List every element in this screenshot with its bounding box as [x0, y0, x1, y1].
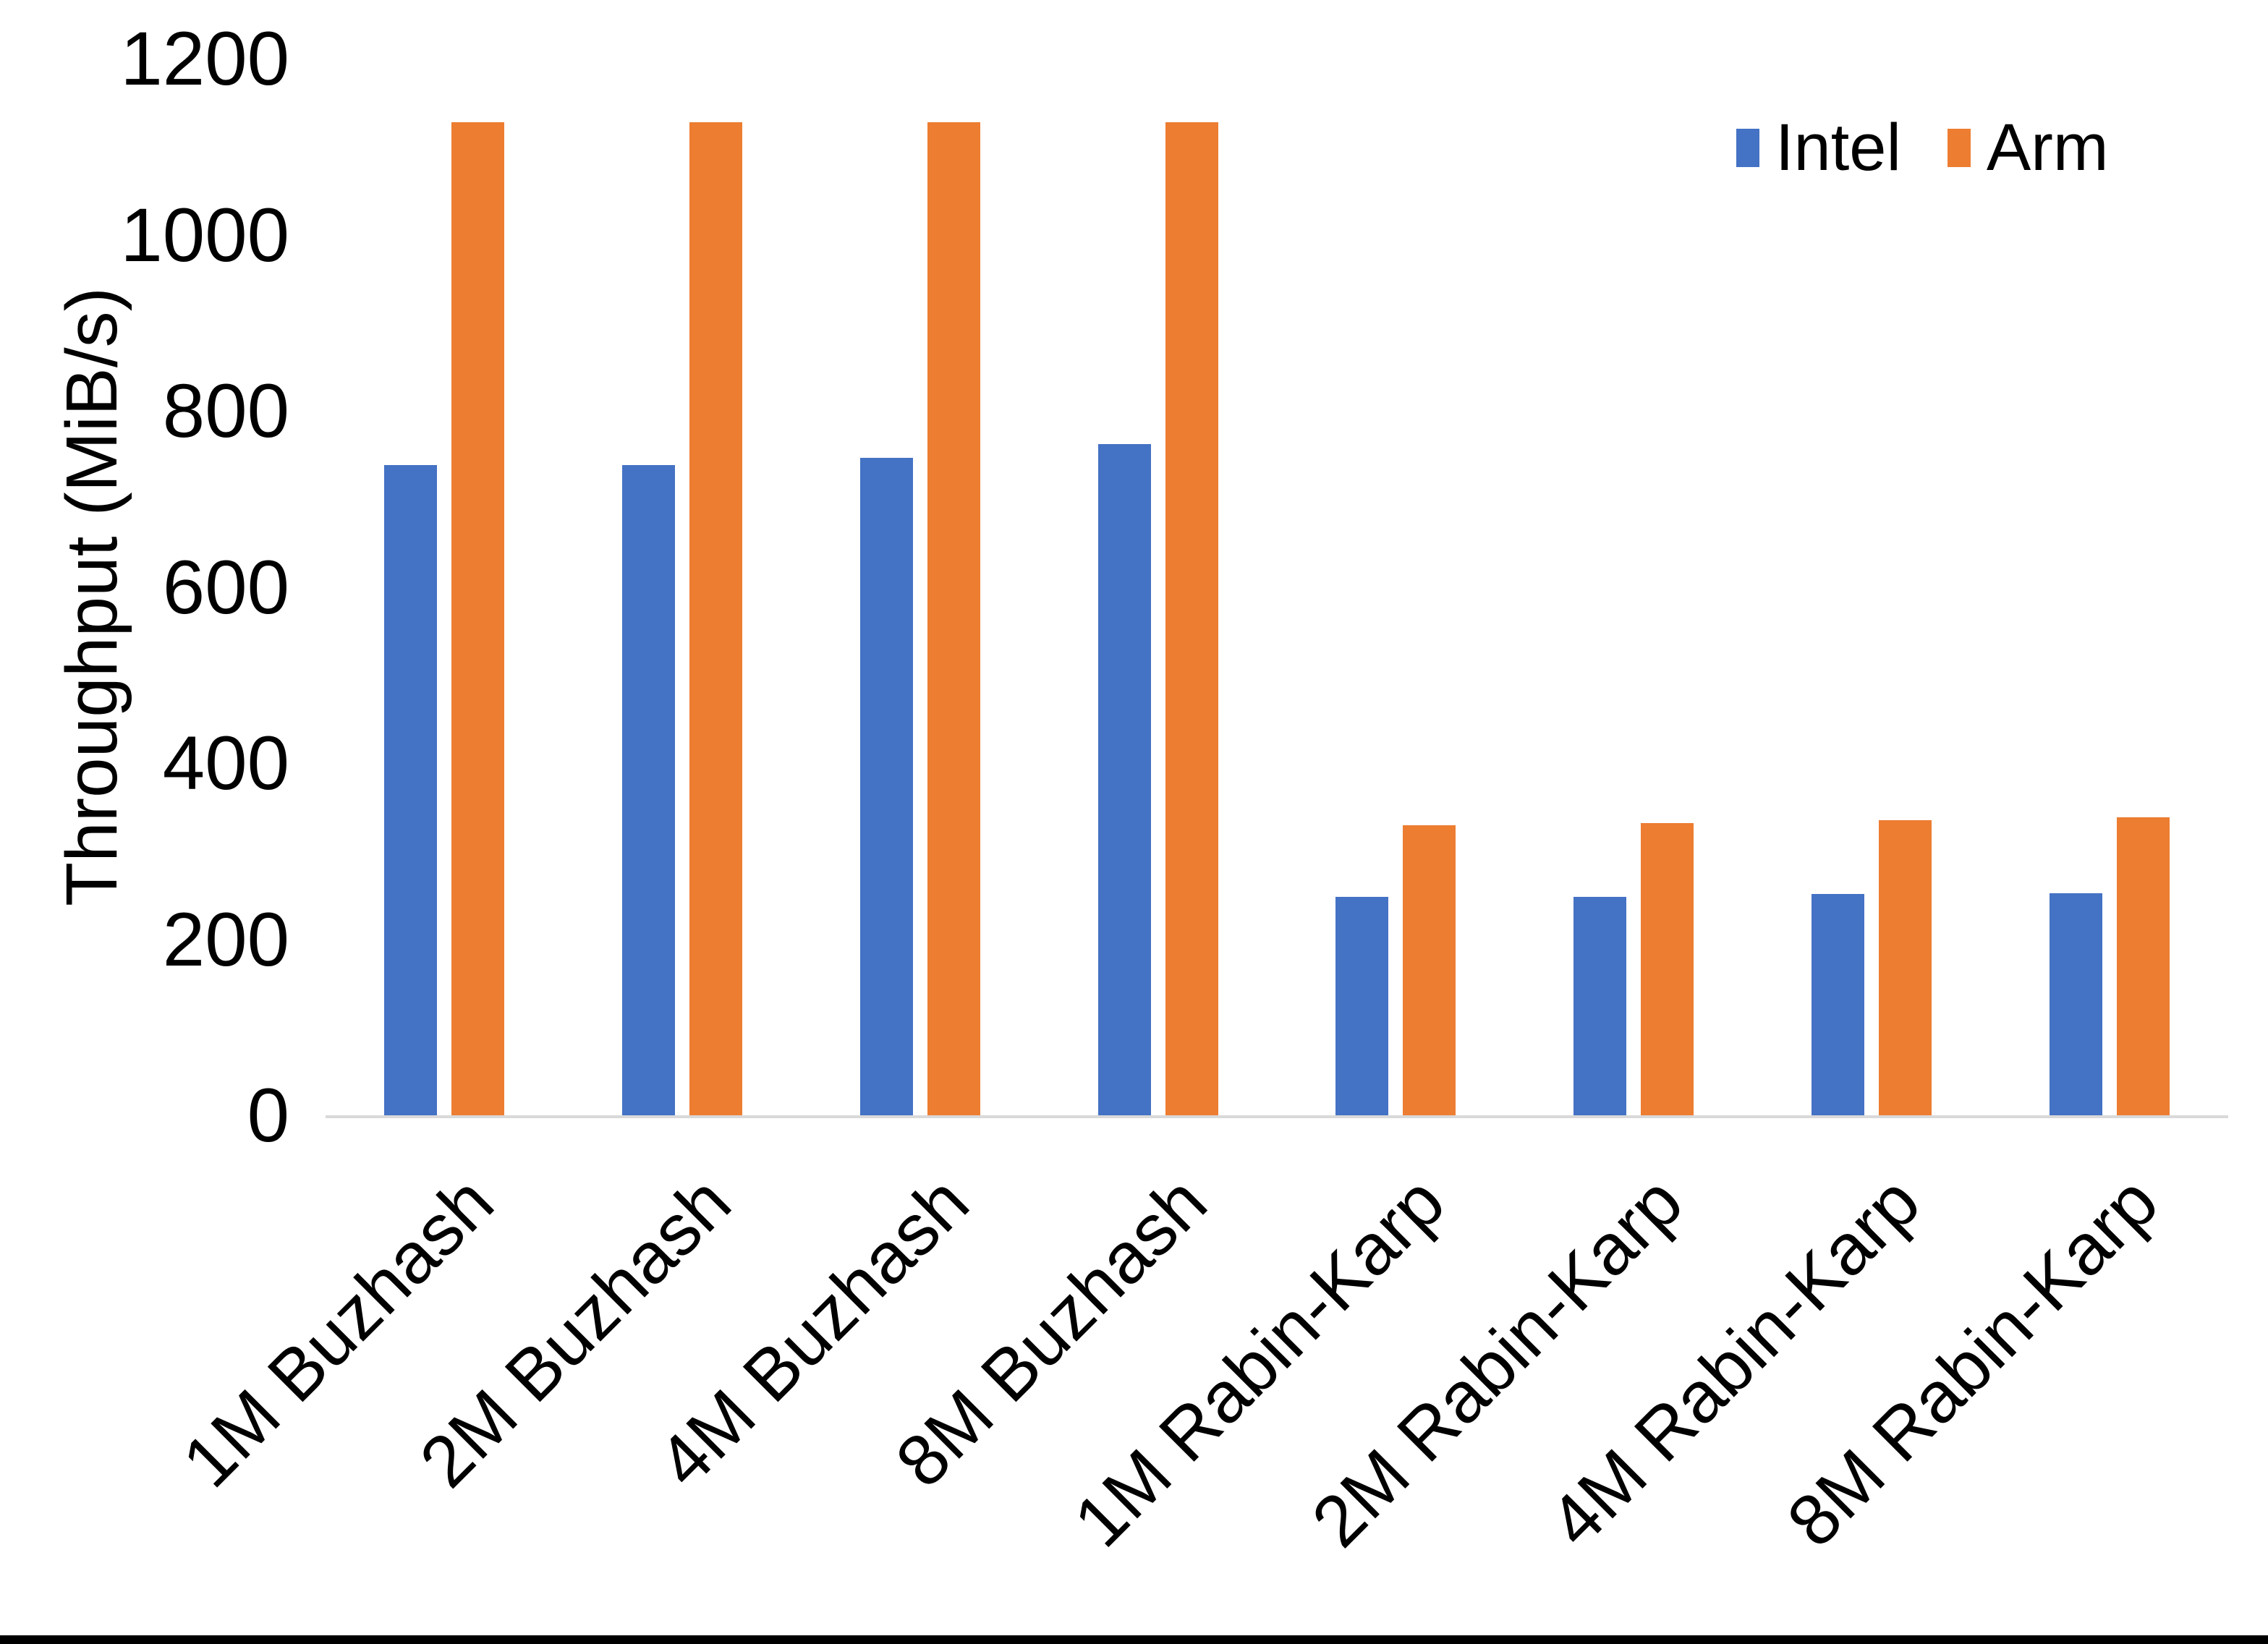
- bar-group-4: [1277, 59, 1515, 1115]
- bar-group-6: [1753, 59, 1991, 1115]
- bar-group-3: [1039, 59, 1277, 1115]
- y-tick-label-600: 600: [162, 545, 289, 630]
- legend-item-intel: Intel: [1736, 114, 1901, 181]
- y-tick-label-200: 200: [162, 897, 289, 982]
- bar-intel-1: [622, 465, 676, 1115]
- y-tick-label-1200: 1200: [120, 17, 289, 101]
- bar-intel-7: [2049, 893, 2102, 1115]
- bar-intel-3: [1097, 444, 1151, 1115]
- bar-arm-3: [1165, 122, 1218, 1115]
- bar-group-5: [1515, 59, 1753, 1115]
- arm-series-swatch-icon: [1947, 128, 1971, 167]
- bar-arm-2: [927, 122, 980, 1115]
- bar-arm-5: [1641, 823, 1694, 1115]
- bar-intel-4: [1335, 897, 1389, 1115]
- bar-group-1: [564, 59, 802, 1115]
- legend-label-arm: Arm: [1986, 111, 2109, 184]
- y-tick-label-400: 400: [162, 721, 289, 806]
- legend-item-arm: Arm: [1947, 111, 2109, 184]
- bar-intel-6: [1811, 894, 1864, 1115]
- legend: Intel Arm: [1736, 114, 2109, 181]
- bar-intel-5: [1573, 897, 1627, 1115]
- bar-group-0: [326, 59, 564, 1115]
- y-tick-label-800: 800: [162, 369, 289, 453]
- intel-series-swatch-icon: [1736, 128, 1759, 167]
- x-axis-category-labels: 1M Buzhash 2M Buzhash 4M Buzhash 8M Buzhash…: [167, 1118, 2228, 1624]
- window-bottom-edge: [0, 1635, 2268, 1644]
- bar-arm-7: [2116, 817, 2170, 1115]
- plot-area: [326, 59, 2228, 1118]
- y-tick-label-1000: 1000: [120, 192, 289, 278]
- y-tick-label-0: 0: [247, 1073, 289, 1158]
- bar-arm-1: [689, 122, 743, 1115]
- bar-arm-6: [1878, 820, 1932, 1115]
- bar-intel-0: [384, 465, 438, 1115]
- bar-arm-0: [451, 122, 505, 1115]
- legend-label-intel: Intel: [1775, 111, 1901, 184]
- bar-intel-2: [859, 458, 913, 1115]
- bar-group-2: [802, 59, 1040, 1115]
- bar-group-7: [1990, 59, 2228, 1115]
- bar-arm-4: [1403, 825, 1456, 1115]
